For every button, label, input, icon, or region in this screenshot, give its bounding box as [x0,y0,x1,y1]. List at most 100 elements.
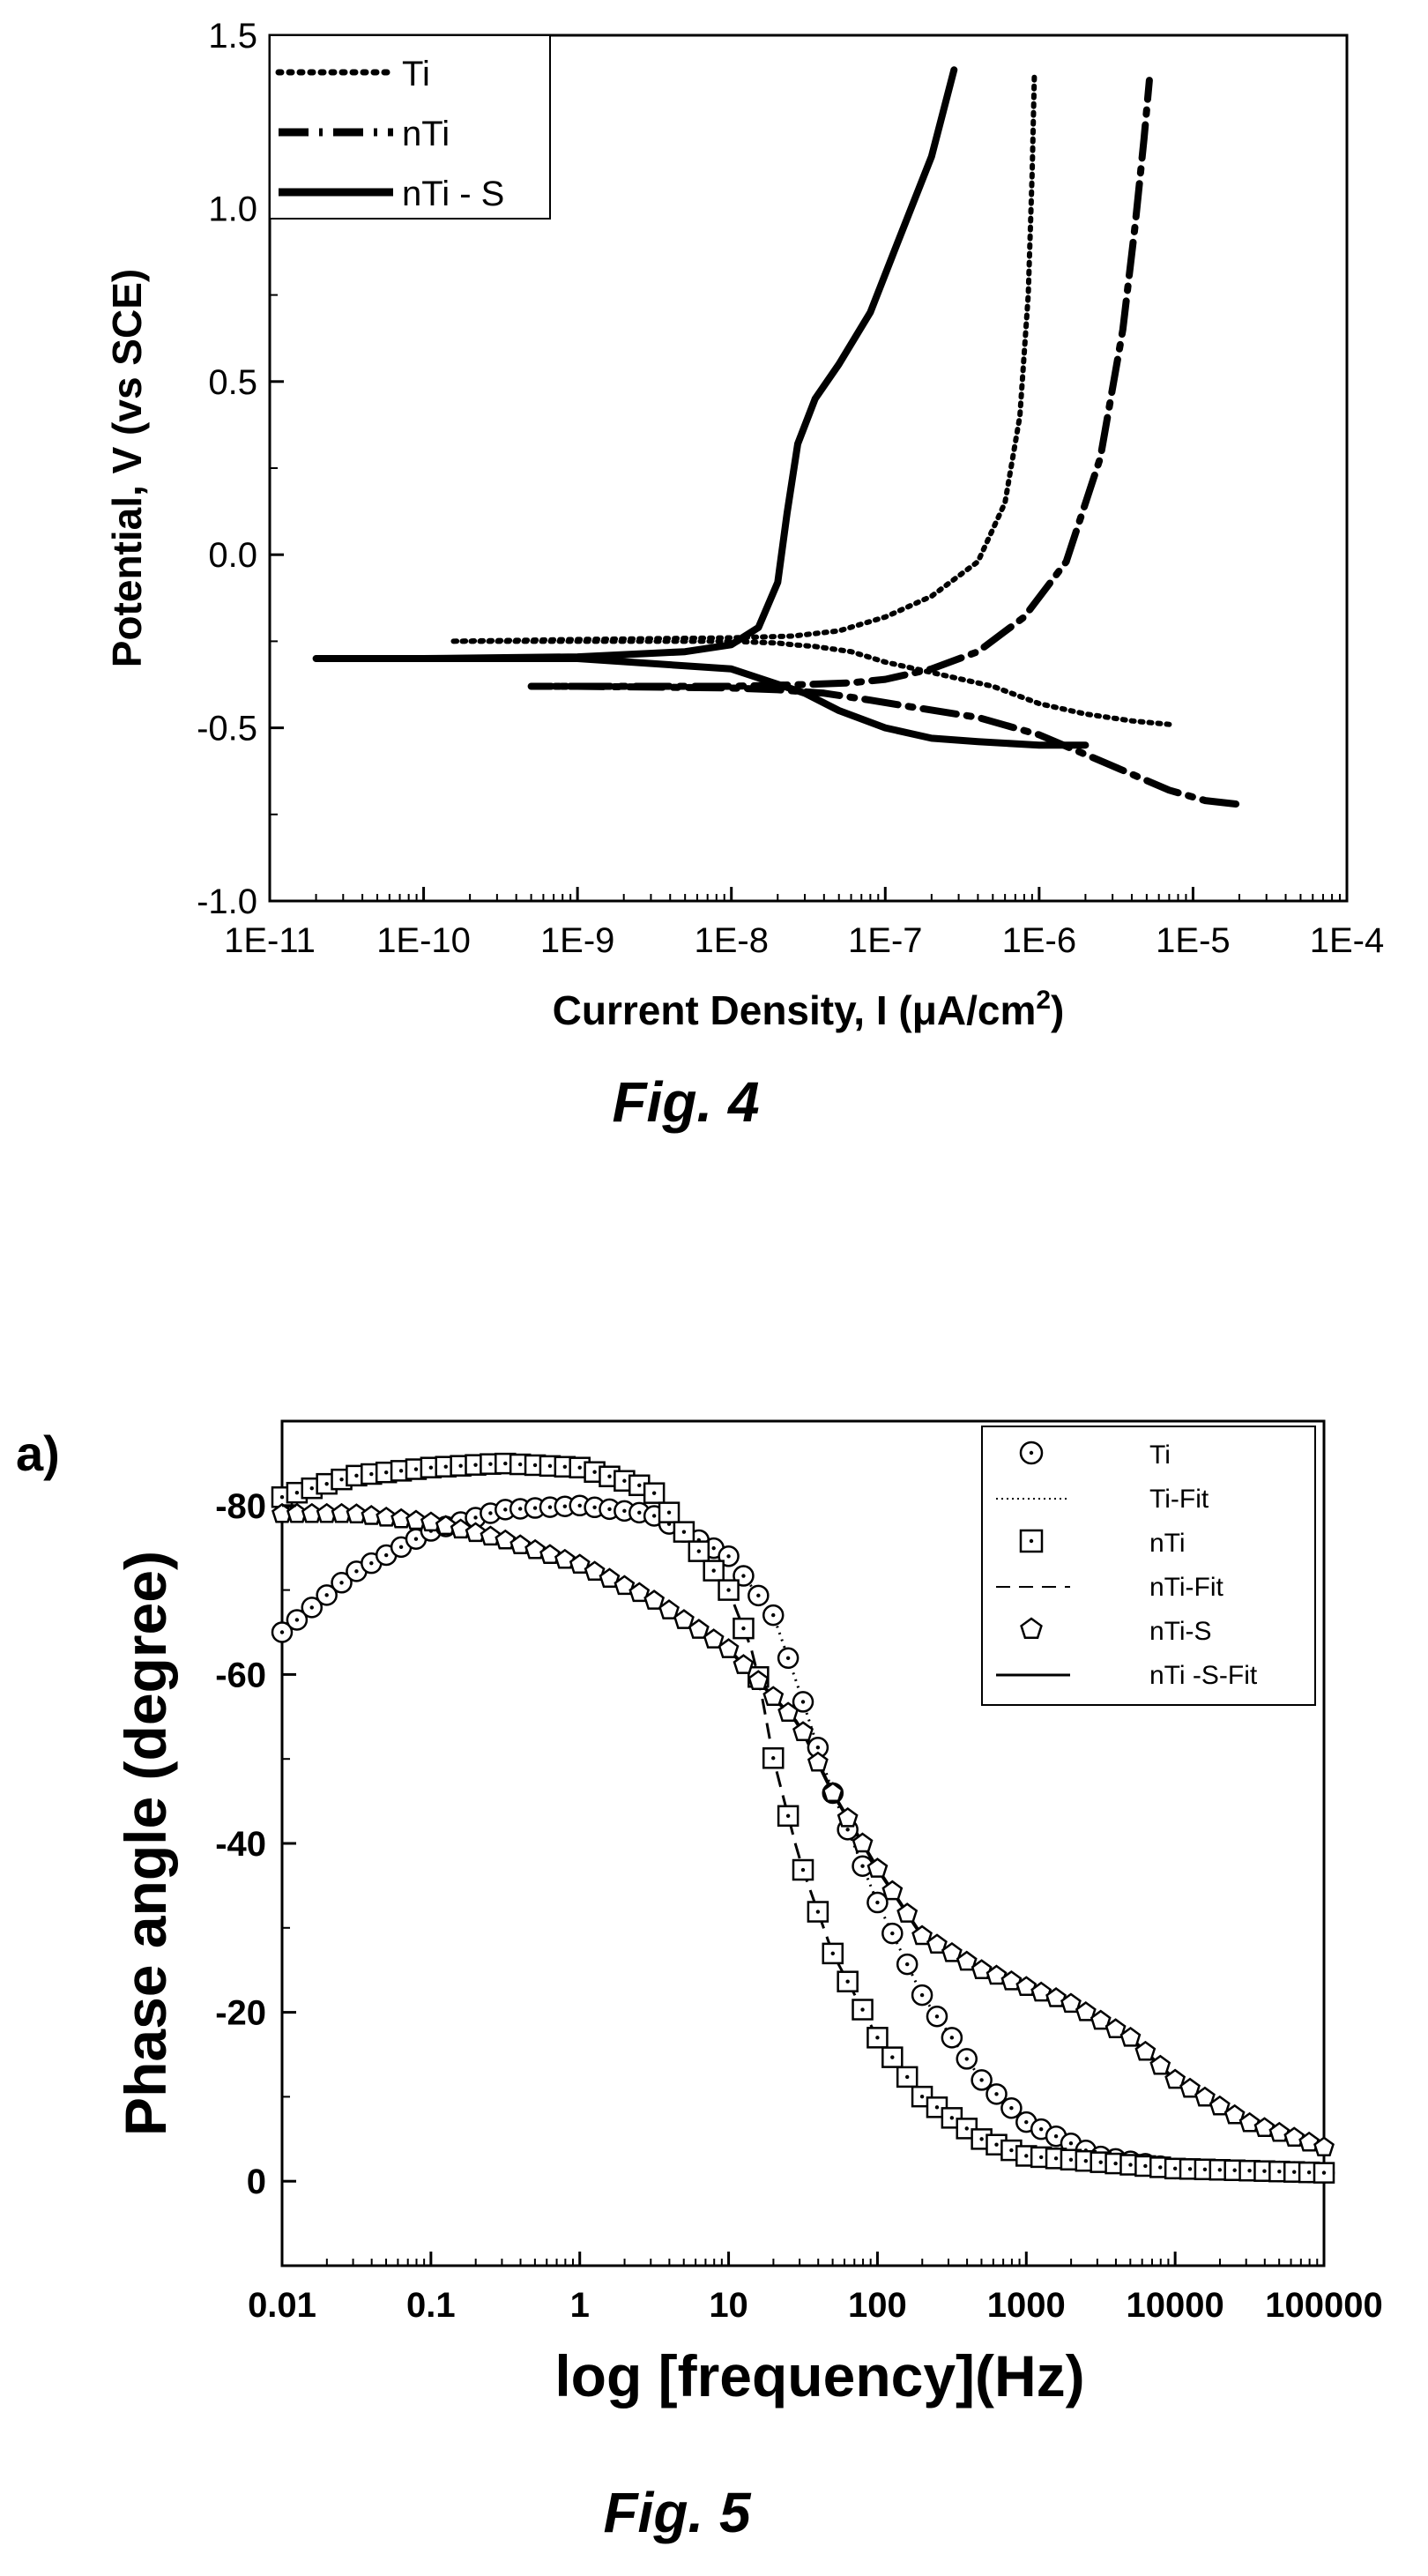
marker-nti-s [1179,2077,1201,2098]
x-tick-label-fig4: 1E-5 [1156,921,1231,960]
marker-nti-dot [994,2142,999,2147]
marker-nti-s [1298,2131,1320,2152]
marker-nti-dot [830,1951,835,1956]
marker-nti-s [1090,2009,1112,2030]
marker-nti-s [762,1686,785,1707]
marker-nti-s [673,1609,695,1629]
marker-nti-dot [488,1462,493,1466]
legend-label-nti-s: nTi - S [402,175,504,213]
marker-ti-dot [413,1537,419,1541]
marker-nti-dot [622,1478,627,1483]
marker-nti-s [1194,2086,1216,2107]
marker-nti-s [554,1548,576,1569]
marker-ti-dot [622,1508,627,1514]
y-tick-label-fig5: -20 [215,1994,266,2033]
marker-nti-s [1104,2018,1127,2038]
y-tick-label-fig5: 0 [247,2163,266,2201]
marker-nti-s [614,1575,636,1596]
marker-nti-s [1209,2095,1231,2116]
x-tick-label-fig5: 100000 [1265,2286,1382,2325]
x-tick-label-fig4: 1E-10 [376,921,471,960]
marker-nti-s [1119,2026,1142,2047]
marker-nti-dot [1098,2160,1103,2164]
marker-ti-dot [711,1545,716,1551]
legend-label-fig5: nTi-Fit [1149,1573,1224,1602]
marker-ti-dot [756,1593,761,1598]
panel-label-a: a) [16,1426,60,1481]
marker-ti-dot [890,1931,895,1936]
marker-nti-s [1268,2121,1290,2142]
marker-nti-dot [309,1485,314,1491]
marker-nti-s [658,1599,680,1619]
y-tick-label-fig4: 0.5 [208,363,257,402]
marker-nti-dot [1113,2161,1118,2166]
marker-nti-s [420,1511,442,1532]
marker-nti-dot [637,1483,642,1487]
marker-nti-s [777,1701,800,1723]
x-tick-label-fig5: 10 [709,2286,748,2325]
y-axis-label-fig5: Phase angle (degree) [113,1551,178,2136]
marker-nti-dot [711,1568,716,1573]
marker-nti-dot [905,2074,910,2080]
marker-ti-dot [562,1504,568,1508]
marker-nti-s [495,1529,517,1550]
x-tick-label-fig5: 1 [570,2286,590,2325]
legend-label-fig5: nTi-S [1149,1617,1212,1646]
marker-ti-dot [1009,2106,1014,2111]
chart-fig4: 1E-11 1E-10 1E-9 1E-8 1E-7 1E-6 1E-5 1E-4 -1.0 -0… [104,17,1384,1134]
x-axis-label-main: Current Density, I ( [553,987,913,1033]
marker-ti-dot [517,1507,523,1511]
marker-ti-dot [860,1864,865,1868]
marker-ti-dot [815,1746,821,1750]
y-tick-label-fig4: 1.5 [208,17,257,56]
marker-ti-dot [1068,2141,1074,2146]
marker-nti-s [643,1590,666,1610]
marker-ti-dot [771,1612,776,1618]
legend-marker-2 [1019,1529,1044,1553]
x-axis-label-fig4: Current Density, I (μA/cm2) [553,986,1065,1033]
marker-nti-s [1030,1981,1052,2002]
marker-nti-s [926,1933,948,1954]
marker-nti-dot [845,1979,850,1984]
marker-nti-dot [934,2105,940,2110]
y-tick-label-fig4: -0.5 [197,710,257,748]
marker-ti-dot [592,1505,597,1510]
marker-nti-s [1060,1992,1082,2014]
marker-nti-s [599,1567,621,1589]
marker-ti-dot [488,1511,493,1515]
marker-nti-s [1000,1969,1023,1991]
marker-nti-s [822,1782,844,1802]
marker-nti-s [1223,2103,1246,2125]
marker-ti-dot [503,1508,508,1512]
marker-nti-dot [354,1473,359,1478]
chart-fig5: a) 0.01 0.1 1 10 100 1000 10000 100000 0 -20 -40 -6… [16,1419,1383,2544]
marker-nti-dot [279,1495,285,1500]
y-tick-label-fig5: -40 [215,1825,266,1864]
marker-nti-dot [1172,2166,1178,2171]
marker-nti-s [852,1832,874,1853]
marker-nti-dot [1128,2163,1133,2167]
legend-label-ti: Ti [402,55,430,93]
marker-ti-dot [279,1630,285,1634]
marker-nti-dot [741,1626,746,1631]
marker-ti-dot [637,1510,642,1515]
marker-ti-dot [547,1505,553,1509]
marker-nti-dot [294,1491,300,1495]
marker-nti-dot [1053,2156,1059,2161]
legend-label-fig5: Ti-Fit [1149,1485,1209,1514]
marker-ti-dot [473,1515,478,1520]
marker-nti-s [1015,1976,1038,1997]
marker-nti-dot [1292,2170,1297,2174]
legend-marker-4 [1020,1617,1043,1639]
legend-label-fig5: Ti [1149,1441,1171,1470]
marker-nti-dot [949,2116,955,2120]
marker-ti-dot [369,1560,374,1566]
marker-nti-dot [875,2036,880,2040]
marker-ti-dot [726,1554,731,1559]
marker-ti-dot [964,2057,969,2061]
marker-ti-dot [354,1569,359,1574]
marker-ti-dot [339,1581,344,1585]
marker-nti-s [792,1721,814,1741]
marker-nti-dot [1187,2167,1193,2171]
marker-nti-dot [473,1463,478,1467]
